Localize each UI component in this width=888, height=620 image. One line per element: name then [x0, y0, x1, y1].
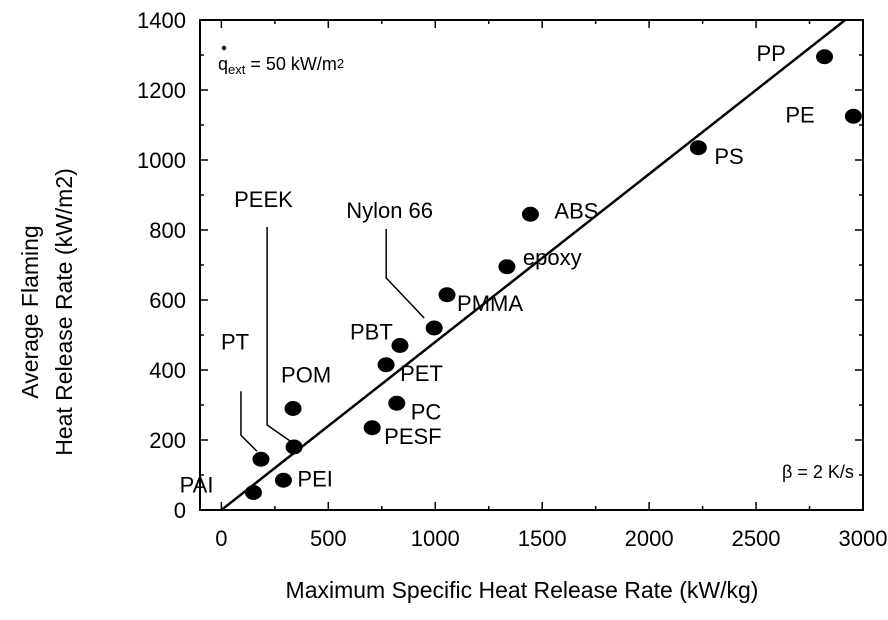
y-axis-title-line1: Average Flaming — [17, 225, 43, 398]
qext-q: q — [218, 54, 228, 74]
y-tick-label: 200 — [149, 428, 186, 453]
x-tick-label: 3000 — [839, 526, 888, 551]
x-tick-label: 0 — [215, 526, 227, 551]
point-label: PEI — [297, 466, 332, 491]
x-axis-title: Maximum Specific Heat Release Rate (kW/k… — [286, 577, 759, 603]
data-point — [425, 320, 443, 336]
leader-line — [266, 227, 291, 442]
point-label: PET — [400, 361, 443, 386]
data-point — [244, 485, 262, 500]
data-point — [391, 338, 409, 353]
y-tick-label: 600 — [149, 288, 186, 313]
point-label: PBT — [350, 320, 393, 345]
point-label: PC — [411, 399, 442, 424]
qext-annotation: qext = 50 kW/m2 — [218, 45, 344, 77]
leader-line — [240, 391, 258, 452]
y-tick-label: 400 — [149, 358, 186, 383]
leader-line — [385, 229, 425, 319]
qext-unit-exponent: 2 — [337, 56, 344, 71]
x-tick-label: 2000 — [625, 526, 674, 551]
data-point — [388, 395, 406, 411]
point-label: ABS — [554, 198, 598, 223]
data-point — [285, 439, 303, 455]
data-point — [844, 108, 862, 124]
point-label: POM — [281, 363, 331, 388]
y-tick-label: 1200 — [137, 78, 186, 103]
data-point — [363, 420, 381, 436]
x-tick-label: 500 — [310, 526, 347, 551]
fit-line — [220, 19, 846, 511]
point-label: PS — [714, 144, 743, 169]
point-label: PT — [221, 329, 249, 354]
y-axis-title-line2: Heat Release Rate (kW/m2) — [51, 168, 77, 456]
point-label: PMMA — [457, 291, 523, 316]
data-point — [689, 140, 707, 156]
y-tick-label: 800 — [149, 218, 186, 243]
leader-lines — [240, 227, 425, 452]
fit-line-group — [220, 19, 846, 511]
y-tick-label: 1400 — [137, 8, 186, 33]
point-label: PESF — [384, 424, 441, 449]
x-tick-label: 1500 — [518, 526, 567, 551]
data-point — [377, 357, 395, 373]
data-points — [244, 49, 862, 500]
data-point — [816, 49, 834, 65]
data-point — [438, 287, 456, 303]
axis-ticks: 0 500 1000 1500 2000 2500 3000 0 200 400 600 800 100… — [137, 8, 887, 551]
point-label: Nylon 66 — [346, 198, 433, 223]
qext-subscript: ext — [228, 62, 246, 77]
data-point — [274, 472, 292, 488]
svg-text:qext = 50 kW/m2: qext = 50 kW/m2 — [218, 54, 344, 77]
x-tick-label: 1000 — [411, 526, 460, 551]
beta-annotation: β = 2 K/s — [782, 462, 854, 482]
data-point — [521, 206, 539, 222]
data-point — [498, 259, 516, 275]
y-tick-label: 0 — [174, 498, 186, 523]
data-point — [252, 451, 270, 467]
point-label: epoxy — [523, 245, 582, 270]
qext-value: = 50 kW/m — [245, 54, 337, 74]
point-label: PEEK — [234, 187, 293, 212]
point-label: PAI — [180, 473, 214, 498]
point-label: PP — [757, 41, 786, 66]
x-tick-label: 2500 — [732, 526, 781, 551]
point-label: PE — [785, 102, 814, 127]
qext-dot-icon — [221, 45, 227, 51]
data-point — [284, 401, 302, 416]
y-tick-label: 1000 — [137, 148, 186, 173]
